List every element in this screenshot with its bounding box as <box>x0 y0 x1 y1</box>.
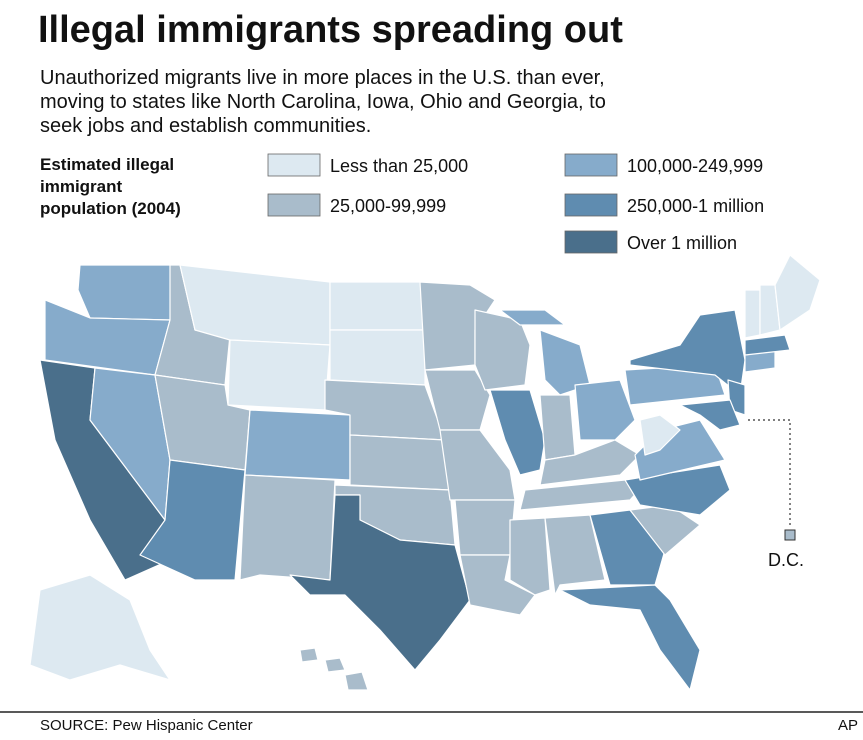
state <box>29 574 171 681</box>
state <box>344 671 369 691</box>
legend-label: Less than 25,000 <box>330 156 468 176</box>
legend-title: population (2004) <box>40 199 181 218</box>
state <box>544 514 606 596</box>
state <box>227 339 331 411</box>
state <box>574 379 636 441</box>
legend: Less than 25,000 25,000-99,999 100,000-249… <box>267 153 764 254</box>
state <box>289 494 471 671</box>
subtitle-line: seek jobs and establish communities. <box>40 115 371 137</box>
legend-title: immigrant <box>40 177 123 196</box>
state <box>454 499 516 556</box>
state <box>774 254 821 331</box>
legend-swatch <box>564 193 618 217</box>
legend-swatch <box>564 230 618 254</box>
subtitle-line: moving to states like North Carolina, Io… <box>40 91 606 113</box>
legend-label: 25,000-99,999 <box>330 196 446 216</box>
state <box>559 584 701 691</box>
dc-leader <box>748 419 791 528</box>
state <box>539 394 576 461</box>
legend-label: Over 1 million <box>627 233 737 253</box>
state <box>239 474 336 581</box>
state <box>349 434 451 491</box>
dc-label: D.C. <box>768 550 804 570</box>
us-map <box>29 254 821 691</box>
legend-title: Estimated illegal <box>40 155 174 174</box>
state <box>424 369 491 431</box>
dc-square <box>784 529 796 541</box>
state <box>244 409 351 481</box>
state <box>139 459 246 581</box>
state <box>329 329 426 386</box>
subtitle-line: Unauthorized migrants live in more place… <box>40 67 605 89</box>
state <box>439 429 516 501</box>
state <box>299 647 319 663</box>
state <box>77 264 176 321</box>
legend-label: 250,000-1 million <box>627 196 764 216</box>
state <box>329 281 426 331</box>
source: SOURCE: Pew Hispanic Center <box>40 717 253 734</box>
legend-swatch <box>267 153 321 177</box>
state <box>489 389 546 476</box>
state <box>499 309 566 326</box>
state <box>639 414 681 456</box>
state <box>744 289 761 339</box>
legend-swatch <box>267 193 321 217</box>
state <box>324 657 346 673</box>
state <box>744 334 791 356</box>
title: Illegal immigrants spreading out <box>38 9 623 51</box>
legend-swatch <box>564 153 618 177</box>
state <box>679 399 741 431</box>
credit: AP <box>838 717 858 734</box>
legend-label: 100,000-249,999 <box>627 156 763 176</box>
state <box>509 517 551 596</box>
